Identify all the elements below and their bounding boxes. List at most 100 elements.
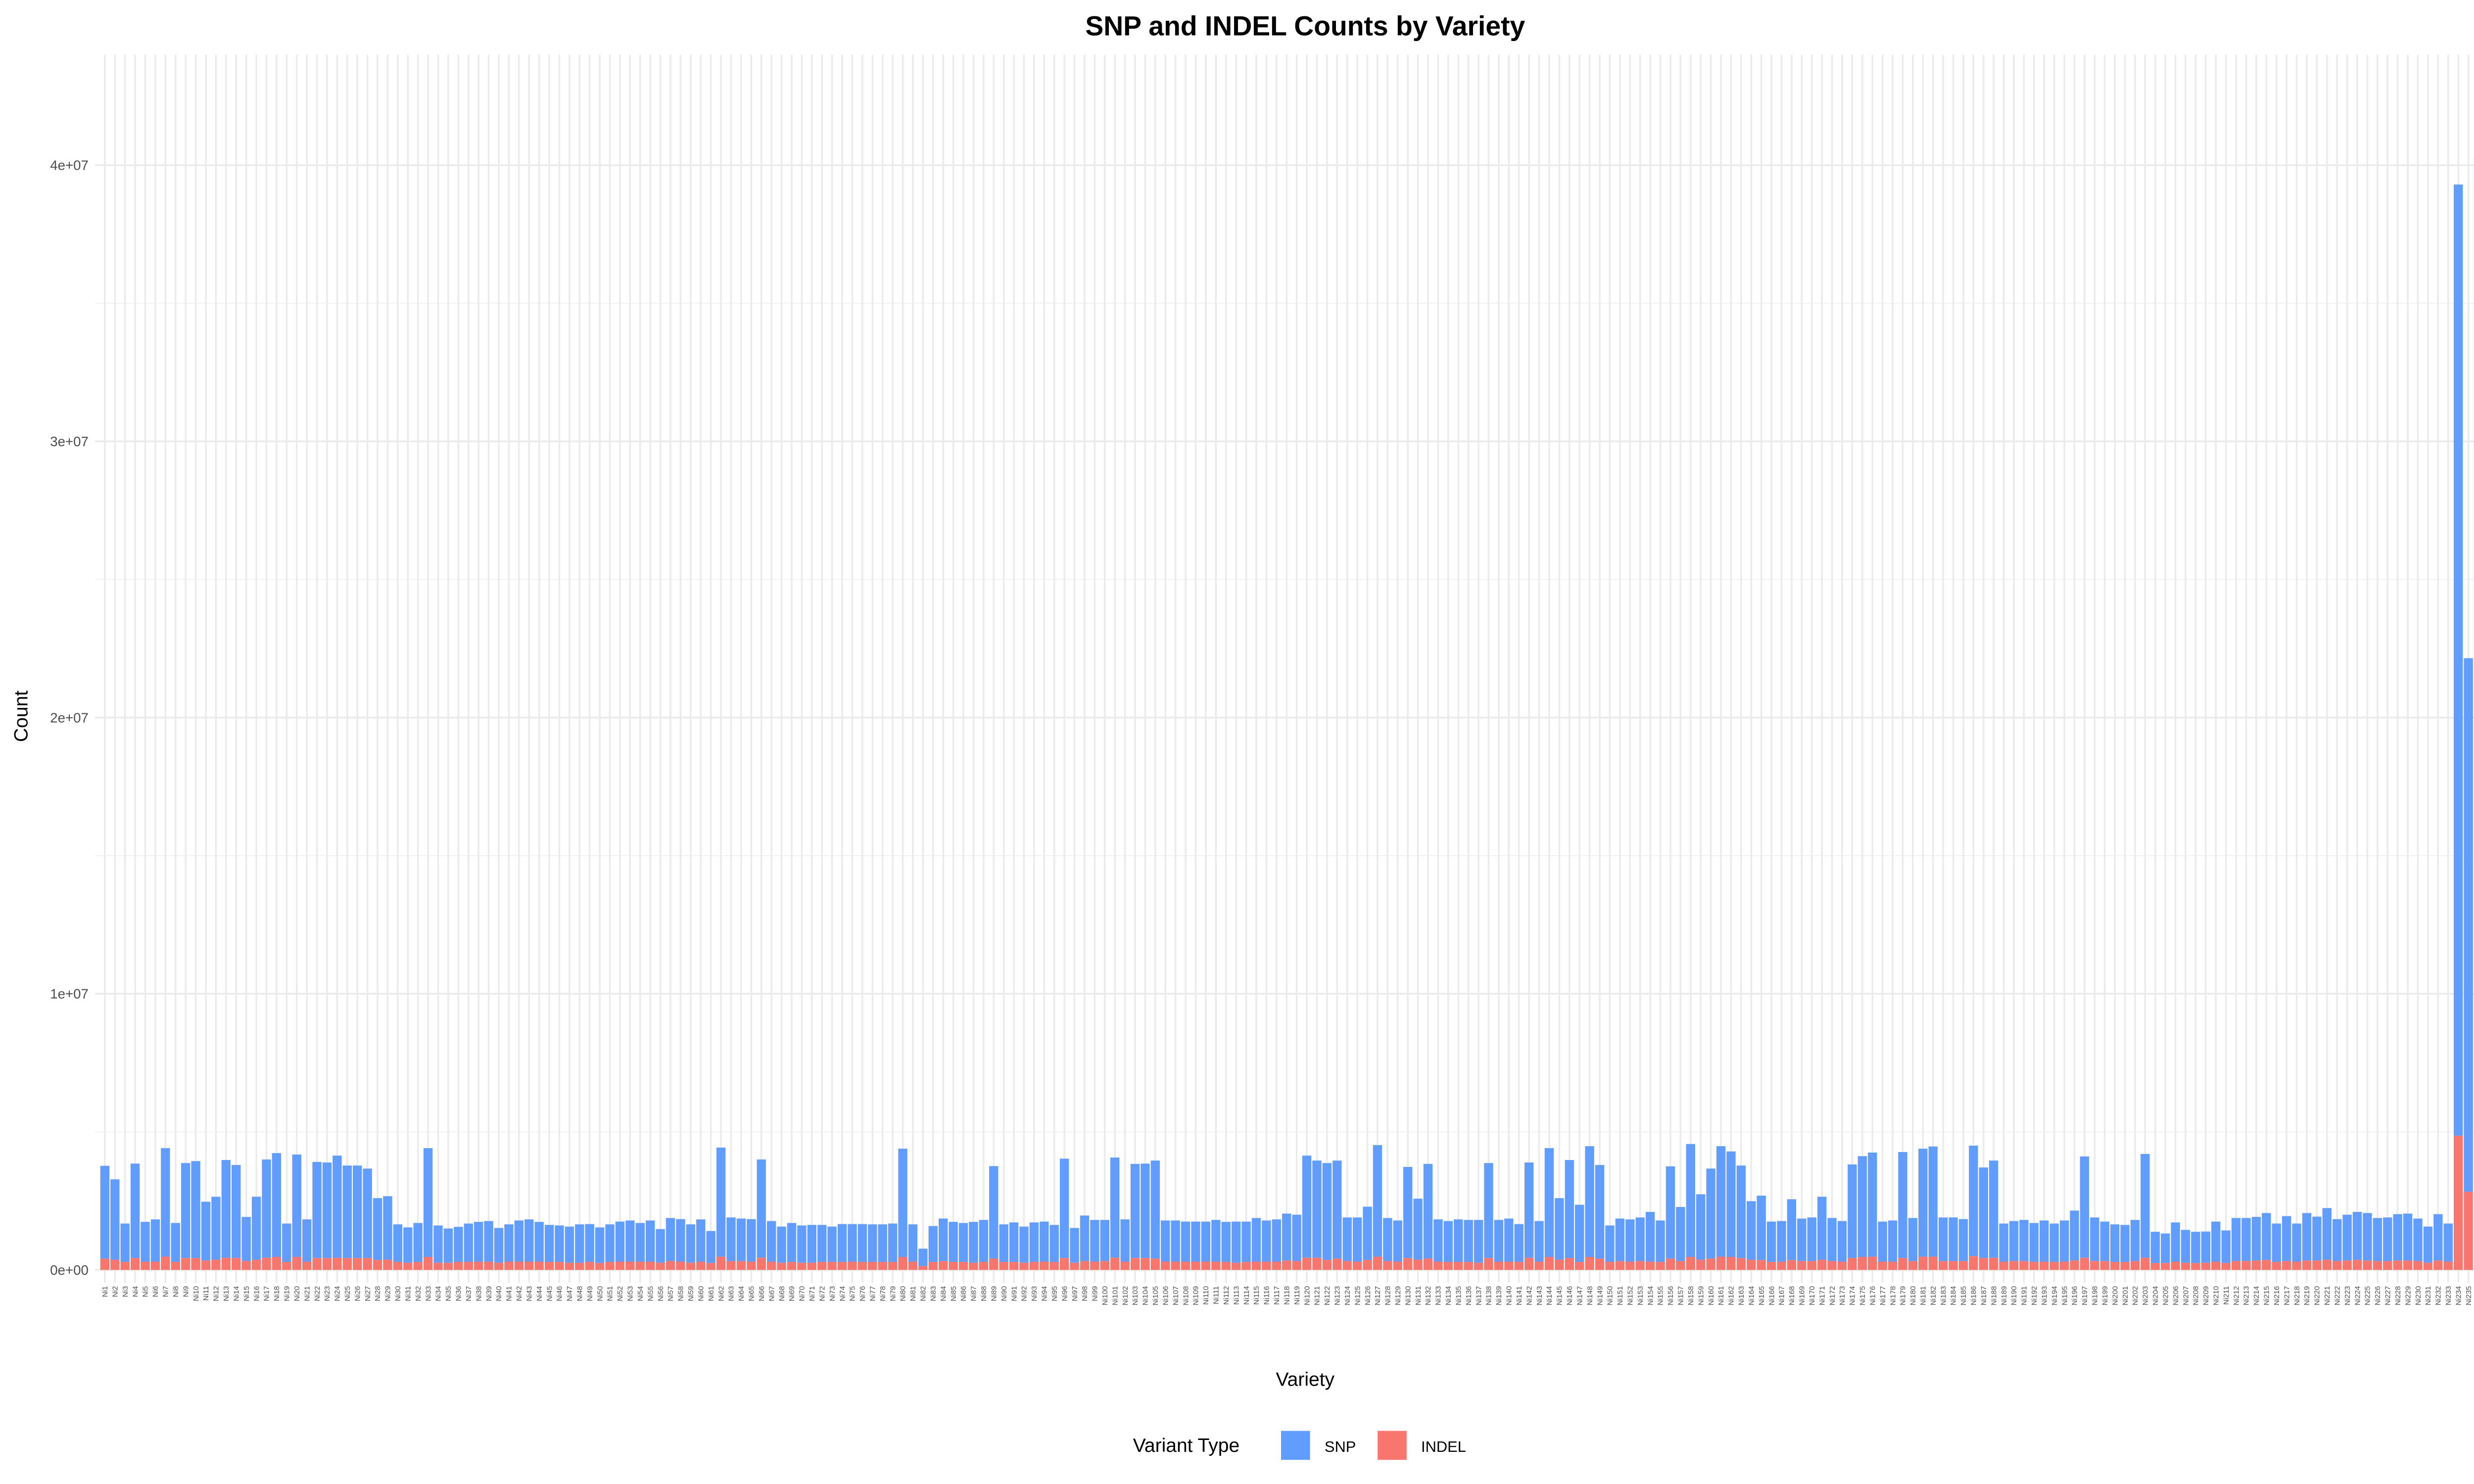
bar-snp-Ni59: [686, 1224, 696, 1263]
x-tick-label: Ni79: [889, 1286, 897, 1301]
bar-indel-Ni181: [1918, 1256, 1928, 1270]
x-tick-label: Ni139: [1495, 1286, 1503, 1305]
bar-snp-Ni95: [1049, 1225, 1059, 1262]
legend: Variant Type SNP INDEL: [1133, 1431, 1466, 1460]
bar-snp-Ni7: [161, 1148, 170, 1257]
bar-snp-Ni165: [1757, 1196, 1766, 1260]
bar-indel-Ni167: [1777, 1261, 1786, 1270]
x-tick-label: Ni55: [646, 1286, 655, 1301]
bar-indel-Ni9: [181, 1258, 190, 1270]
x-tick-label: Ni17: [263, 1286, 271, 1301]
bar-snp-Ni219: [2302, 1213, 2312, 1261]
bar-snp-Ni70: [797, 1225, 807, 1263]
x-tick-label: Ni87: [970, 1286, 978, 1301]
bar-indel-Ni129: [1393, 1261, 1402, 1270]
bar-indel-Ni209: [2201, 1262, 2211, 1270]
bar-indel-Ni70: [797, 1262, 807, 1270]
x-tick-label: Ni185: [1959, 1286, 1968, 1305]
x-tick-label: Ni165: [1758, 1286, 1766, 1305]
bar-indel-Ni122: [1322, 1260, 1332, 1270]
bar-indel-Ni137: [1474, 1262, 1483, 1270]
bar-indel-Ni140: [1504, 1261, 1514, 1270]
bar-snp-Ni117: [1272, 1219, 1282, 1262]
bar-indel-Ni232: [2433, 1260, 2443, 1270]
bar-snp-Ni162: [1726, 1151, 1736, 1257]
bar-indel-Ni170: [1807, 1261, 1816, 1270]
x-tick-label: Ni73: [828, 1286, 837, 1301]
bar-indel-Ni48: [575, 1262, 584, 1270]
bar-snp-Ni200: [2110, 1224, 2120, 1262]
bar-indel-Ni235: [2464, 1192, 2473, 1270]
bar-indel-Ni182: [1928, 1256, 1938, 1270]
bar-snp-Ni221: [2322, 1208, 2332, 1260]
bar-indel-Ni33: [423, 1257, 433, 1270]
bar-snp-Ni198: [2090, 1217, 2099, 1261]
bar-snp-Ni136: [1464, 1220, 1473, 1262]
bar-indel-Ni45: [544, 1262, 554, 1270]
x-tick-label: Ni151: [1616, 1286, 1624, 1305]
bar-indel-Ni201: [2120, 1262, 2130, 1270]
bar-snp-Ni194: [2049, 1223, 2059, 1262]
x-tick-label: Ni23: [323, 1286, 332, 1301]
bar-indel-Ni61: [706, 1263, 715, 1270]
bar-snp-Ni205: [2161, 1233, 2170, 1263]
bar-snp-Ni77: [868, 1224, 877, 1262]
bar-snp-Ni102: [1120, 1219, 1130, 1262]
bar-snp-Ni8: [171, 1223, 180, 1262]
x-tick-label: Ni182: [1929, 1286, 1938, 1305]
bar-snp-Ni4: [130, 1163, 140, 1258]
x-tick-label: Ni143: [1535, 1286, 1544, 1305]
x-tick-label: Ni71: [808, 1286, 816, 1301]
bar-indel-Ni149: [1595, 1258, 1605, 1270]
bar-indel-Ni42: [514, 1261, 524, 1270]
x-tick-label: Ni1: [101, 1286, 109, 1297]
bar-snp-Ni56: [656, 1229, 665, 1263]
x-tick-label: Ni121: [1313, 1286, 1322, 1305]
bar-indel-Ni3: [120, 1262, 130, 1270]
x-tick-label: Ni180: [1909, 1286, 1917, 1305]
x-tick-label: Ni126: [1364, 1286, 1372, 1305]
bar-indel-Ni43: [524, 1261, 534, 1270]
bar-indel-Ni30: [393, 1262, 403, 1270]
bar-snp-Ni17: [262, 1159, 271, 1258]
bar-indel-Ni96: [1059, 1258, 1069, 1270]
bar-indel-Ni154: [1645, 1261, 1655, 1270]
x-tick-label: Ni114: [1242, 1286, 1251, 1305]
bar-snp-Ni78: [878, 1224, 887, 1262]
x-tick-label: Ni28: [374, 1286, 382, 1301]
bar-indel-Ni10: [191, 1258, 200, 1270]
x-tick-label: Ni100: [1101, 1286, 1109, 1305]
x-tick-label: Ni104: [1142, 1286, 1150, 1305]
bar-indel-Ni159: [1696, 1259, 1706, 1270]
bar-indel-Ni228: [2393, 1260, 2402, 1270]
bar-indel-Ni69: [787, 1262, 797, 1270]
bar-indel-Ni130: [1403, 1258, 1413, 1270]
bar-snp-Ni47: [565, 1226, 574, 1263]
x-tick-label: Ni66: [758, 1286, 766, 1301]
bar-indel-Ni138: [1484, 1258, 1493, 1270]
bar-snp-Ni213: [2241, 1218, 2251, 1261]
bars: [100, 159, 2474, 1270]
bar-snp-Ni226: [2373, 1218, 2382, 1261]
bar-snp-Ni151: [1615, 1218, 1625, 1261]
x-tick-label: Ni167: [1778, 1286, 1786, 1305]
bar-indel-Ni46: [555, 1262, 564, 1270]
bar-snp-Ni206: [2171, 1222, 2180, 1262]
x-tick-label: Ni147: [1575, 1286, 1584, 1305]
x-tick-label: Ni32: [414, 1286, 423, 1301]
bar-snp-Ni94: [1040, 1221, 1049, 1262]
bar-snp-Ni220: [2312, 1216, 2322, 1261]
bar-indel-Ni82: [918, 1266, 928, 1270]
bar-snp-Ni88: [979, 1220, 989, 1262]
bar-indel-Ni222: [2332, 1261, 2342, 1270]
bar-indel-Ni79: [888, 1262, 898, 1270]
bar-snp-Ni38: [474, 1222, 483, 1262]
bar-snp-Ni192: [2029, 1223, 2039, 1262]
x-tick-label: Ni163: [1737, 1286, 1746, 1305]
bar-indel-Ni11: [201, 1260, 211, 1270]
bar-snp-Ni119: [1292, 1214, 1301, 1261]
x-tick-label: Ni197: [2081, 1286, 2089, 1305]
bar-indel-Ni199: [2100, 1261, 2109, 1270]
legend-key-snp: [1281, 1431, 1310, 1460]
bar-indel-Ni166: [1766, 1262, 1776, 1270]
